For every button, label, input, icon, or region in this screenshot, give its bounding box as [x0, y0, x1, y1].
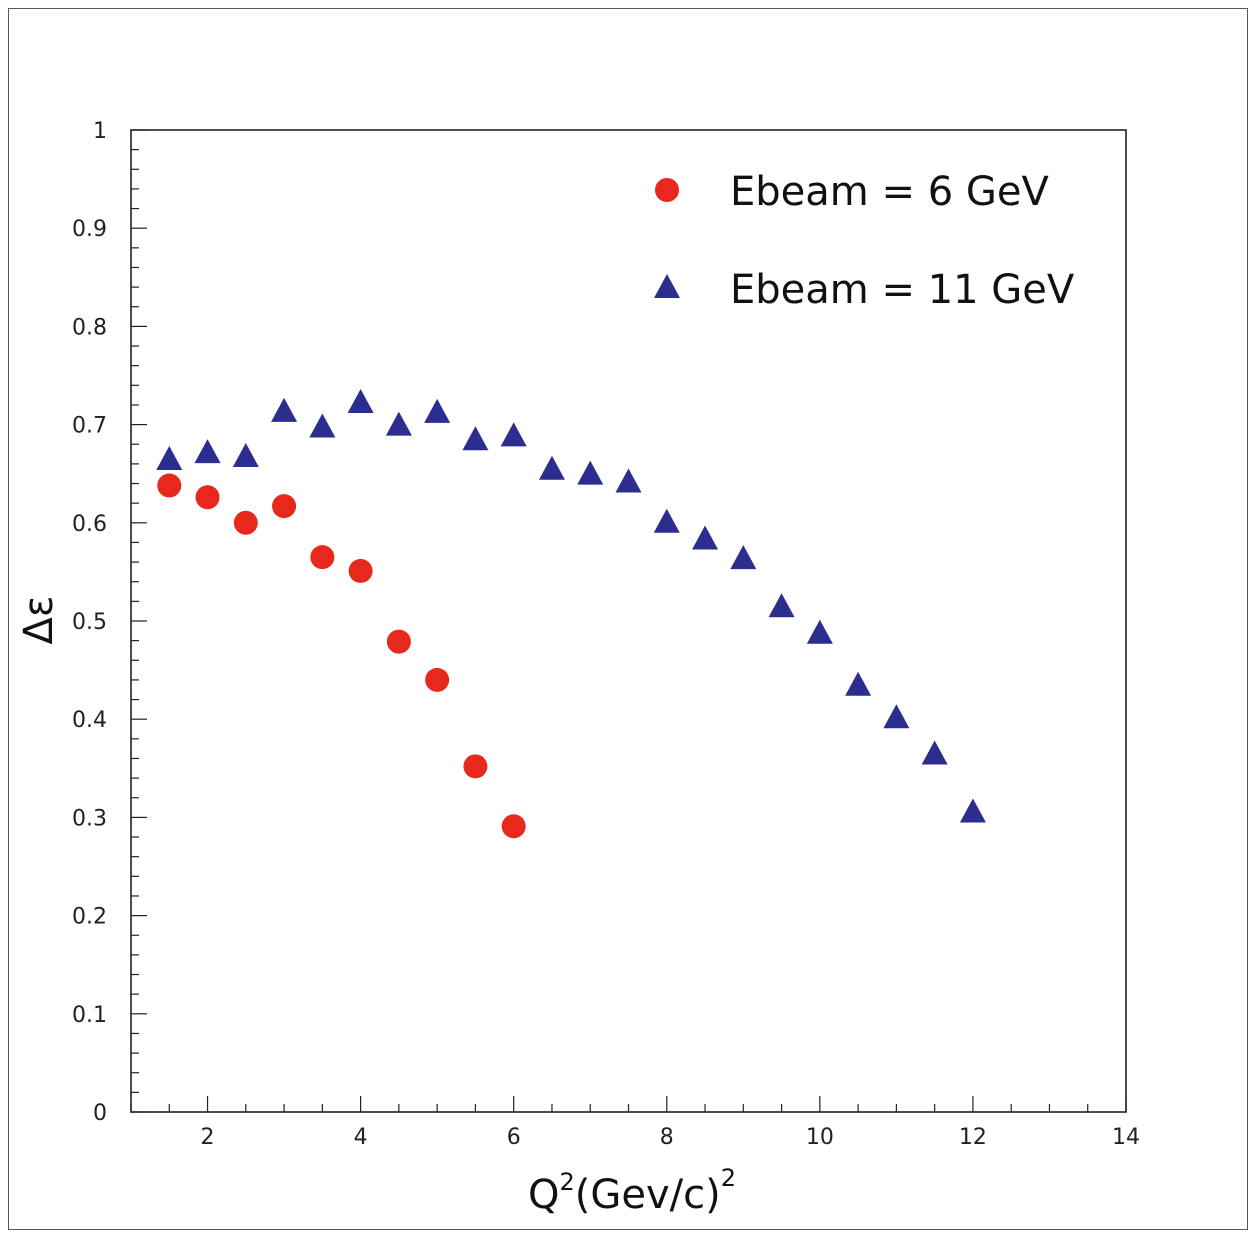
data-point-triangle: [959, 798, 986, 823]
data-point-circle: [195, 485, 220, 510]
data-point-circle: [425, 667, 450, 692]
data-point-circle: [272, 494, 297, 519]
data-point-triangle: [232, 443, 259, 468]
y-tick-label: 0: [93, 1101, 107, 1126]
x-tick-label: 6: [507, 1125, 521, 1150]
data-point-triangle: [271, 397, 298, 422]
y-tick-label: 0.1: [72, 1003, 107, 1028]
legend-label: Ebeam = 11 GeV: [730, 267, 1075, 313]
data-point-triangle: [194, 439, 221, 464]
y-tick-label: 0.7: [72, 414, 107, 439]
x-axis-label-sup2: 2: [721, 1164, 736, 1192]
x-tick-label: 10: [806, 1125, 834, 1150]
x-axis-label: Q2(Gev/c)2: [528, 1164, 736, 1218]
data-point-triangle: [385, 411, 412, 436]
legend: Ebeam = 6 GeV Ebeam = 11 GeV: [654, 169, 1075, 313]
legend-marker-triangle: [654, 274, 680, 298]
data-point-triangle: [309, 413, 336, 438]
y-tick-label: 0.6: [72, 512, 107, 537]
data-point-triangle: [347, 388, 374, 413]
data-point-triangle: [156, 445, 183, 470]
data-point-circle: [463, 754, 488, 779]
data-point-circle: [157, 473, 182, 498]
data-point-triangle: [538, 455, 565, 480]
x-tick-label: 4: [354, 1125, 368, 1150]
x-tick-label: 12: [959, 1125, 987, 1150]
data-points: [156, 388, 986, 839]
data-point-triangle: [653, 508, 680, 533]
data-point-triangle: [921, 740, 948, 765]
data-point-circle: [310, 545, 335, 570]
y-tick-label: 0.2: [72, 905, 107, 930]
data-point-triangle: [768, 593, 795, 618]
data-point-triangle: [692, 525, 719, 550]
series-2: [156, 388, 986, 823]
y-tick-label: 1: [93, 119, 107, 144]
y-tick-label: 0.5: [72, 610, 107, 635]
data-point-circle: [501, 814, 526, 839]
data-point-triangle: [883, 704, 910, 729]
x-tick-label: 8: [660, 1125, 674, 1150]
legend-label: Ebeam = 6 GeV: [730, 169, 1049, 215]
data-point-circle: [386, 629, 411, 654]
y-tick-label: 0.3: [72, 806, 107, 831]
x-axis-label-q: Q: [528, 1172, 559, 1218]
x-axis-label-sup: 2: [559, 1168, 574, 1196]
data-point-triangle: [845, 671, 872, 696]
x-tick-label: 2: [201, 1125, 215, 1150]
figure-frame: [8, 8, 1248, 1230]
data-point-circle: [233, 510, 258, 535]
y-tick-label: 0.8: [72, 315, 107, 340]
data-point-triangle: [730, 545, 757, 570]
data-point-circle: [348, 558, 373, 583]
data-point-triangle: [500, 422, 527, 447]
data-point-triangle: [615, 468, 642, 493]
data-point-triangle: [806, 619, 833, 644]
legend-marker-circle: [655, 178, 679, 202]
ticks: 00.10.20.30.40.50.60.70.80.912 4 6 8 10 12 14: [72, 119, 1140, 1150]
x-tick-label: 14: [1112, 1125, 1140, 1150]
y-tick-label: 0.4: [72, 708, 107, 733]
data-point-triangle: [577, 460, 604, 485]
series-1: [157, 473, 526, 839]
x-axis-label-rest: (Gev/c): [575, 1172, 721, 1218]
data-point-triangle: [462, 426, 489, 451]
data-point-triangle: [424, 398, 451, 423]
y-tick-label: 0.9: [72, 217, 107, 242]
y-axis-label: Δε: [16, 596, 62, 645]
